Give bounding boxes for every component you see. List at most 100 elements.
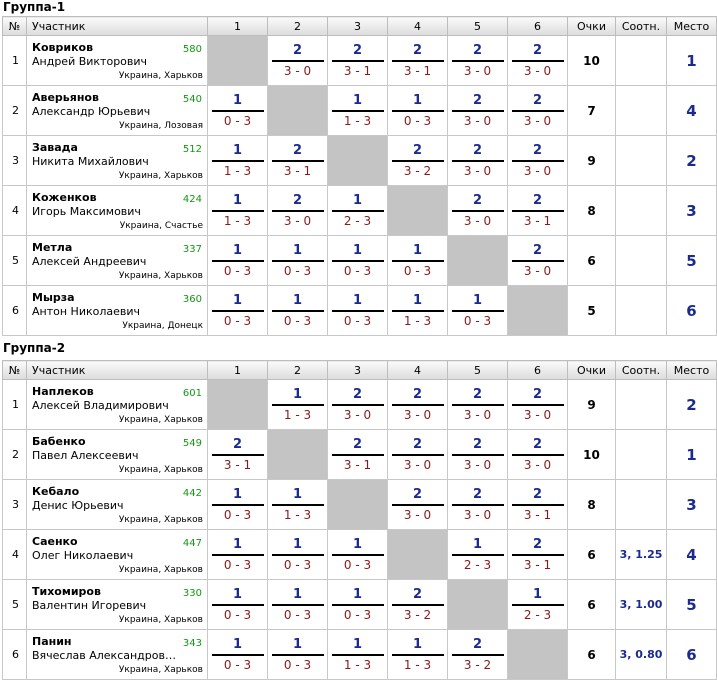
match-cell[interactable]: 2 3 - 1 — [507, 529, 568, 580]
match-cell[interactable]: 1 1 - 3 — [207, 135, 268, 186]
match-cell[interactable]: 1 0 - 3 — [207, 529, 268, 580]
match-cell[interactable]: 1 0 - 3 — [327, 579, 388, 630]
match-score: 0 - 3 — [223, 658, 252, 672]
match-divider — [331, 60, 384, 62]
match-cell[interactable]: 1 0 - 3 — [447, 285, 508, 336]
match-cell[interactable]: 2 3 - 0 — [507, 429, 568, 480]
match-cell[interactable]: 2 3 - 2 — [387, 579, 448, 630]
match-score: 0 - 3 — [223, 608, 252, 622]
points-cell: 6 — [567, 579, 616, 630]
self-cell — [507, 285, 568, 336]
points-cell: 10 — [567, 35, 616, 86]
match-cell[interactable]: 2 3 - 0 — [507, 35, 568, 86]
header-points: Очки — [567, 360, 616, 380]
match-cell[interactable]: 2 3 - 0 — [447, 429, 508, 480]
match-cell[interactable]: 2 3 - 0 — [387, 379, 448, 430]
match-divider — [211, 454, 264, 456]
header-participant: Участник — [26, 16, 208, 36]
player-last-name[interactable]: Завада — [32, 141, 78, 154]
player-last-name[interactable]: Кебало — [32, 485, 80, 498]
match-cell[interactable]: 1 0 - 3 — [207, 479, 268, 530]
player-last-name[interactable]: Наплеков — [32, 385, 94, 398]
match-score: 0 - 3 — [283, 314, 312, 328]
match-cell[interactable]: 1 2 - 3 — [327, 185, 388, 236]
header-points: Очки — [567, 16, 616, 36]
player-last-name[interactable]: Саенко — [32, 535, 78, 548]
match-points: 1 — [352, 637, 363, 652]
match-result: 1 1 - 3 — [271, 387, 324, 422]
match-result: 1 1 - 3 — [391, 637, 444, 672]
match-cell[interactable]: 2 3 - 0 — [507, 85, 568, 136]
player-rating: 442 — [182, 488, 202, 499]
match-cell[interactable]: 1 1 - 3 — [327, 85, 388, 136]
match-cell[interactable]: 1 0 - 3 — [267, 579, 328, 630]
match-cell[interactable]: 1 0 - 3 — [267, 285, 328, 336]
match-result: 2 3 - 0 — [451, 93, 504, 128]
match-cell[interactable]: 1 0 - 3 — [207, 235, 268, 286]
match-result: 2 3 - 0 — [511, 143, 564, 178]
match-cell[interactable]: 1 0 - 3 — [207, 629, 268, 680]
match-cell[interactable]: 2 3 - 0 — [447, 379, 508, 430]
match-cell[interactable]: 2 3 - 0 — [447, 185, 508, 236]
match-cell[interactable]: 2 3 - 0 — [387, 479, 448, 530]
match-cell[interactable]: 1 0 - 3 — [327, 235, 388, 286]
match-cell[interactable]: 1 1 - 3 — [267, 479, 328, 530]
match-cell[interactable]: 1 1 - 3 — [207, 185, 268, 236]
match-cell[interactable]: 2 3 - 0 — [387, 429, 448, 480]
match-cell[interactable]: 2 3 - 1 — [327, 35, 388, 86]
player-last-name[interactable]: Мырза — [32, 291, 75, 304]
match-cell[interactable]: 1 0 - 3 — [207, 85, 268, 136]
match-cell[interactable]: 2 3 - 0 — [327, 379, 388, 430]
match-cell[interactable]: 1 0 - 3 — [267, 629, 328, 680]
match-cell[interactable]: 2 3 - 0 — [507, 135, 568, 186]
match-cell[interactable]: 1 0 - 3 — [387, 85, 448, 136]
player-first-name: Олег Николаевич — [32, 549, 134, 562]
player-last-name[interactable]: Метла — [32, 241, 73, 254]
match-score: 3 - 2 — [403, 608, 432, 622]
points-cell: 10 — [567, 429, 616, 480]
player-last-name[interactable]: Бабенко — [32, 435, 86, 448]
match-cell[interactable]: 2 3 - 0 — [447, 35, 508, 86]
match-cell[interactable]: 2 3 - 1 — [327, 429, 388, 480]
match-cell[interactable]: 2 3 - 0 — [447, 85, 508, 136]
match-cell[interactable]: 1 1 - 3 — [267, 379, 328, 430]
match-cell[interactable]: 2 3 - 1 — [507, 185, 568, 236]
match-cell[interactable]: 1 0 - 3 — [327, 285, 388, 336]
match-cell[interactable]: 1 0 - 3 — [207, 579, 268, 630]
ratio-cell — [615, 85, 667, 136]
match-cell[interactable]: 2 3 - 0 — [267, 35, 328, 86]
match-cell[interactable]: 1 1 - 3 — [387, 629, 448, 680]
match-cell[interactable]: 2 3 - 2 — [447, 629, 508, 680]
player-last-name[interactable]: Коврико​в — [32, 41, 94, 54]
match-cell[interactable]: 2 3 - 0 — [267, 185, 328, 236]
player-first-name: Алексей Владимирович — [32, 399, 169, 412]
match-cell[interactable]: 2 3 - 0 — [507, 379, 568, 430]
match-cell[interactable]: 1 0 - 3 — [267, 235, 328, 286]
points-cell: 8 — [567, 479, 616, 530]
match-cell[interactable]: 1 2 - 3 — [447, 529, 508, 580]
player-last-name[interactable]: Коженков — [32, 191, 97, 204]
match-score: 0 - 3 — [403, 264, 432, 278]
match-cell[interactable]: 2 3 - 0 — [447, 479, 508, 530]
match-score: 3 - 2 — [403, 164, 432, 178]
match-cell[interactable]: 2 3 - 0 — [447, 135, 508, 186]
match-cell[interactable]: 1 0 - 3 — [327, 529, 388, 580]
match-cell[interactable]: 1 0 - 3 — [207, 285, 268, 336]
match-cell[interactable]: 2 3 - 1 — [507, 479, 568, 530]
player-last-name[interactable]: Панин — [32, 635, 72, 648]
match-cell[interactable]: 1 0 - 3 — [387, 235, 448, 286]
match-cell[interactable]: 1 1 - 3 — [387, 285, 448, 336]
match-points: 2 — [412, 437, 423, 452]
player-last-name[interactable]: Тихомиров — [32, 585, 101, 598]
match-cell[interactable]: 1 1 - 3 — [327, 629, 388, 680]
player-first-name: Денис Юрьевич — [32, 499, 124, 512]
match-cell[interactable]: 2 3 - 0 — [507, 235, 568, 286]
match-cell[interactable]: 2 3 - 1 — [387, 35, 448, 86]
player-last-name[interactable]: Аверьянов — [32, 91, 99, 104]
match-cell[interactable]: 2 3 - 1 — [267, 135, 328, 186]
match-score: 3 - 1 — [283, 164, 312, 178]
match-cell[interactable]: 2 3 - 2 — [387, 135, 448, 186]
match-cell[interactable]: 1 0 - 3 — [267, 529, 328, 580]
match-cell[interactable]: 2 3 - 1 — [207, 429, 268, 480]
match-cell[interactable]: 1 2 - 3 — [507, 579, 568, 630]
